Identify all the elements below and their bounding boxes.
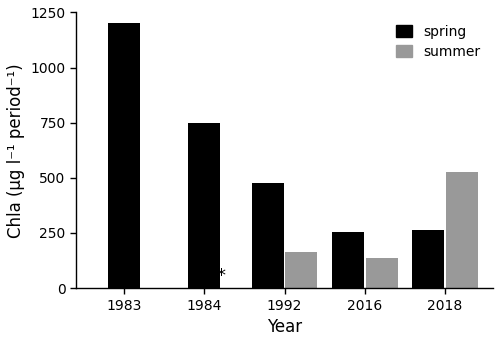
Bar [252, 184, 284, 288]
Bar [286, 252, 318, 288]
Bar [332, 232, 364, 288]
Y-axis label: Chla (μg l⁻¹ period⁻¹): Chla (μg l⁻¹ period⁻¹) [7, 63, 25, 238]
Bar [446, 172, 478, 288]
Text: *: * [216, 267, 226, 285]
Legend: spring, summer: spring, summer [390, 20, 486, 64]
X-axis label: Year: Year [267, 318, 302, 336]
Bar [366, 258, 398, 288]
Bar [188, 123, 220, 288]
Bar [108, 23, 140, 288]
Bar [412, 230, 444, 288]
